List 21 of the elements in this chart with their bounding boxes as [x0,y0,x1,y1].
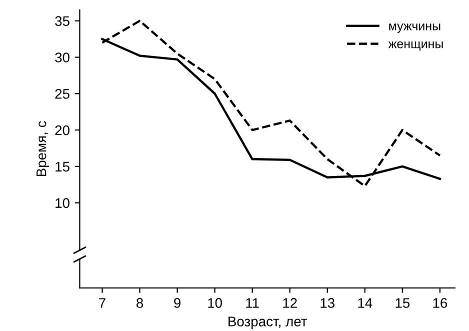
y-tick-label: 20 [55,125,70,136]
y-tick-label: 10 [56,198,70,208]
x-tick-label: 10 [208,298,222,308]
x-tick-label: 14 [358,298,372,308]
x-tick-label: 13 [320,298,334,308]
x-tick-label: 12 [283,298,297,308]
y-tick-label: 15 [56,162,70,172]
y-tick-label: 35 [55,16,70,26]
x-tick-label: 11 [246,298,259,308]
y-tick-label: 30 [55,52,70,62]
x-tick-label: 16 [433,298,448,308]
x-tick-label: 8 [136,298,144,308]
x-tick-label: 7 [99,298,106,308]
y-axis-title: Время, с [36,121,50,176]
line-series [101,20,442,188]
legend-label: женщины [388,41,443,51]
x-tick-label: 9 [174,298,180,308]
x-tick-label: 15 [396,298,410,308]
legend-label: мужчины [389,24,440,33]
y-tick-label: 25 [55,88,70,99]
x-axis-title: Возраст, лет [228,316,308,330]
